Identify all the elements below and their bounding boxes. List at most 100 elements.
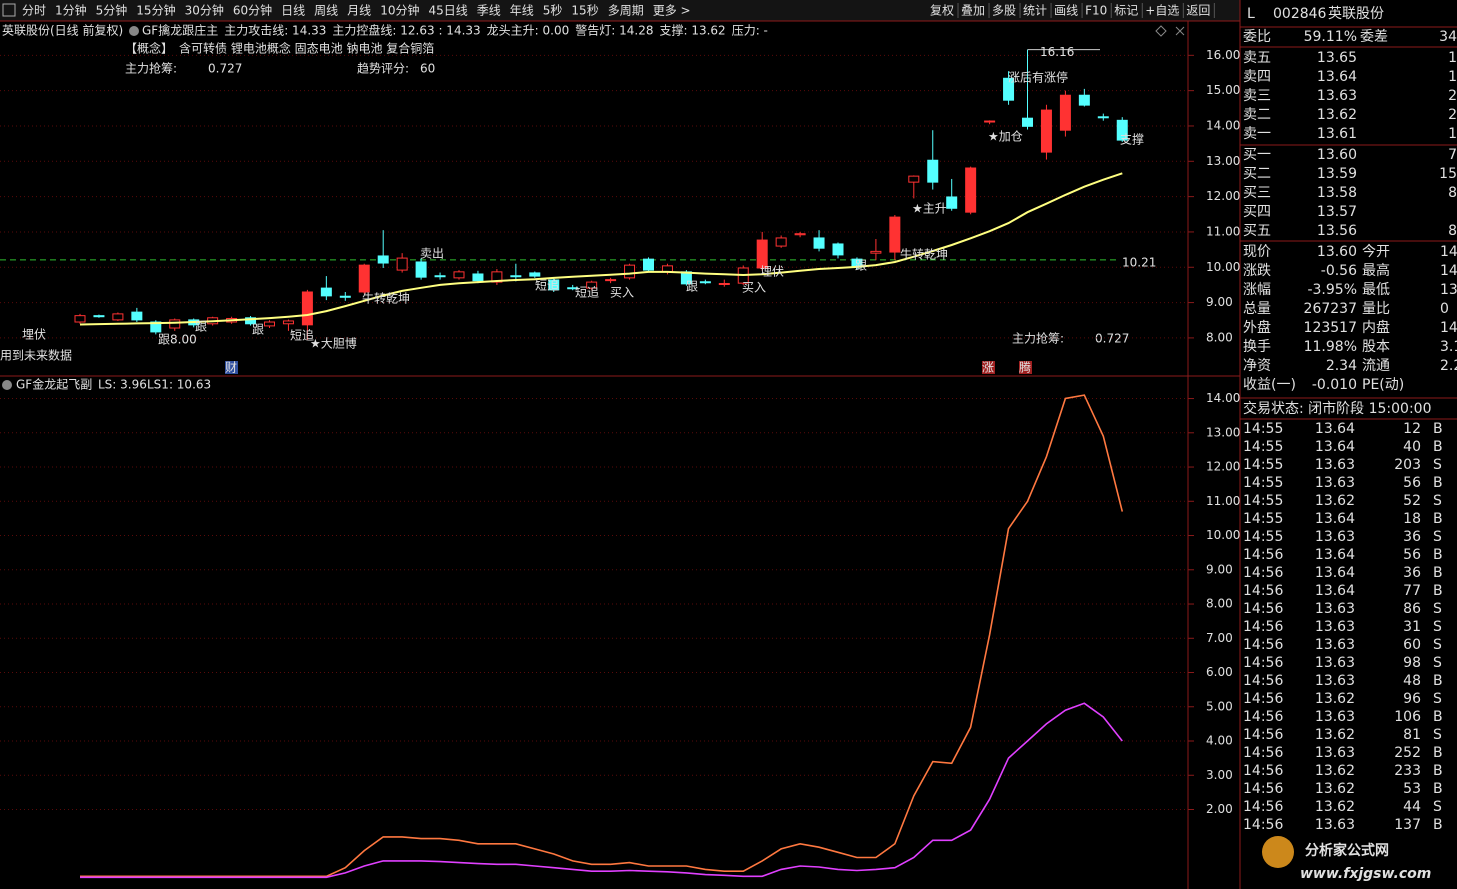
trend-value: 60 [420, 62, 435, 76]
stat-value: -3.95% [1307, 282, 1357, 298]
toolbar-button[interactable]: 叠加 [961, 4, 985, 18]
book-price: 13.62 [1317, 107, 1357, 123]
trade-price: 13.63 [1315, 745, 1355, 761]
candle-body [946, 196, 958, 209]
toolbar-tab[interactable]: 日线 [281, 4, 305, 18]
candle-body [264, 321, 275, 327]
trade-time: 14:56 [1243, 583, 1283, 599]
trade-side: B [1433, 565, 1443, 581]
book-label: 买三 [1243, 185, 1271, 201]
indicator-line [80, 394, 1124, 878]
trade-time: 14:56 [1243, 673, 1283, 689]
toolbar-button[interactable]: +自选 [1145, 4, 1179, 18]
stat-label: 涨幅 [1243, 282, 1271, 298]
toolbar-tab[interactable]: 60分钟 [233, 3, 272, 18]
toolbar-tab[interactable]: 45日线 [428, 4, 467, 18]
trade-price: 13.62 [1315, 763, 1355, 779]
toolbar-tab[interactable]: 30分钟 [185, 3, 224, 18]
toolbar-button[interactable]: 画线 [1054, 4, 1078, 18]
candle-body [396, 257, 408, 271]
y-tick-label: 7.00 [1206, 631, 1233, 645]
candle-body [245, 317, 257, 325]
market-mark: L [1247, 6, 1255, 22]
y-tick-label: 13.00 [1206, 154, 1240, 168]
toolbar-tab[interactable]: 分时 [22, 4, 46, 18]
book-label: 卖五 [1243, 50, 1271, 66]
candle-body [169, 319, 181, 329]
y-tick-label: 10.00 [1206, 260, 1240, 274]
candle-body [870, 250, 882, 254]
toolbar-button[interactable]: 标记 [1114, 4, 1138, 18]
trade-side: S [1433, 691, 1442, 707]
high-label: 16.16 [1040, 45, 1074, 59]
trade-time: 14:55 [1243, 439, 1283, 455]
trade-price: 13.63 [1315, 475, 1355, 491]
stat-label: 流通 [1362, 358, 1390, 374]
candle-body [889, 216, 901, 253]
trade-volume: 18 [1403, 511, 1421, 527]
y-tick-label: 15.00 [1206, 83, 1240, 97]
y-tick-label: 13.00 [1206, 425, 1240, 439]
trade-side: S [1433, 727, 1442, 743]
diff-label: 委差 [1360, 29, 1388, 45]
sub-title: GF金龙起飞副 [16, 377, 92, 392]
toolbar-tab[interactable]: 更多 > [653, 4, 691, 18]
toolbar-tab[interactable]: 15分钟 [136, 3, 175, 18]
signal-label: 埋伏 [22, 328, 46, 342]
toolbar-tab[interactable]: 5秒 [543, 4, 563, 18]
trade-side: B [1433, 781, 1443, 797]
candle-body [624, 264, 636, 279]
indicator-icon[interactable] [129, 26, 139, 36]
stat-value: 123517 [1304, 320, 1357, 336]
toolbar-button[interactable]: 复权 [930, 4, 954, 18]
trade-volume: 36 [1403, 565, 1421, 581]
trade-volume: 31 [1403, 619, 1421, 635]
stat-value: 13 [1440, 282, 1457, 298]
candle-body [718, 283, 730, 286]
trade-time: 14:56 [1243, 799, 1283, 815]
toolbar-tab[interactable]: 15秒 [571, 4, 598, 18]
expand-icon[interactable] [1155, 25, 1167, 37]
toolbar-tab[interactable]: 10分钟 [380, 3, 419, 18]
candle-body [453, 271, 465, 279]
stat-label: 内盘 [1362, 319, 1390, 336]
trade-price: 13.64 [1315, 565, 1355, 581]
trade-price: 13.64 [1315, 547, 1355, 563]
trade-volume: 96 [1403, 691, 1421, 707]
candle-body [586, 281, 598, 289]
toolbar-tab[interactable]: 季线 [477, 4, 501, 18]
indicator-icon[interactable] [2, 380, 12, 390]
close-icon[interactable] [1175, 26, 1185, 36]
y-tick-label: 14.00 [1206, 118, 1240, 132]
ratio-value: 59.11% [1304, 29, 1357, 45]
trade-time: 14:56 [1243, 745, 1283, 761]
trade-time: 14:56 [1243, 727, 1283, 743]
candle-body [377, 255, 389, 264]
trade-price: 13.64 [1315, 511, 1355, 527]
stat-value: 14 [1440, 263, 1457, 279]
signal-label: 短追 [290, 328, 314, 343]
trade-volume: 48 [1403, 673, 1421, 689]
toolbar-button[interactable]: F10 [1085, 4, 1107, 18]
stat-label: 最高 [1362, 262, 1390, 279]
candle-body [510, 275, 522, 278]
toolbar-button[interactable]: 返回 [1186, 4, 1210, 18]
toolbar-tab[interactable]: 1分钟 [55, 3, 87, 18]
trend-label: 趋势评分: [357, 62, 409, 76]
toolbar-tab[interactable]: 周线 [314, 4, 338, 18]
toolbar-tab[interactable]: 年线 [510, 4, 534, 18]
tag: 涨 [982, 360, 994, 375]
toolbar-tab[interactable]: 月线 [347, 4, 371, 18]
toolbar-tab[interactable]: 多周期 [608, 4, 644, 18]
trade-volume: 252 [1394, 745, 1421, 761]
toolbar-tab[interactable]: 5分钟 [96, 3, 128, 18]
trade-time: 14:56 [1243, 691, 1283, 707]
menu-icon[interactable] [2, 3, 16, 17]
indicator-stat: 支撑: 13.62 [659, 23, 725, 38]
y-tick-label: 12.00 [1206, 460, 1240, 474]
trade-side: S [1433, 601, 1442, 617]
toolbar-button[interactable]: 统计 [1023, 4, 1047, 18]
toolbar-button[interactable]: 多股 [992, 4, 1016, 18]
